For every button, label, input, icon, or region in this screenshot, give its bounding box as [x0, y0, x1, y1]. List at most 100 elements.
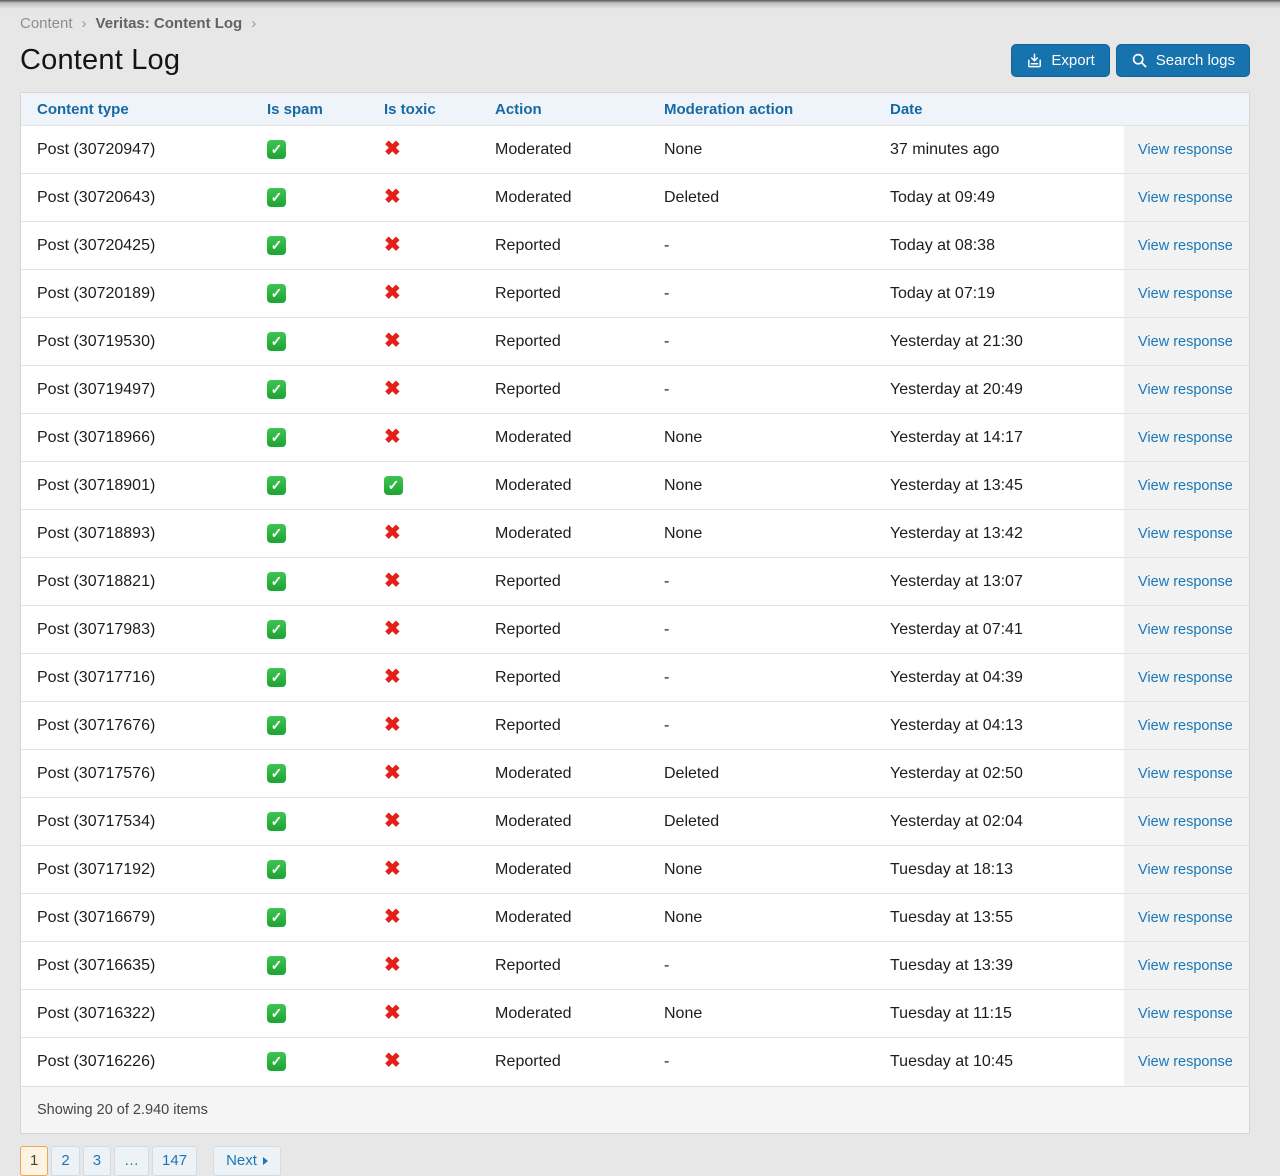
table-row: Post (30720189) ✓ ✖ Reported - Today at …	[21, 269, 1249, 318]
pagination-page-1[interactable]: 1	[20, 1145, 49, 1176]
download-tray-icon	[1026, 52, 1043, 69]
view-response-link[interactable]: View response	[1138, 429, 1233, 446]
view-response-cell: View response	[1124, 605, 1249, 654]
is-spam-cell: ✓	[251, 509, 368, 558]
check-icon: ✓	[267, 476, 286, 495]
table-row: Post (30718893) ✓ ✖ Moderated None Yeste…	[21, 509, 1249, 558]
export-button[interactable]: Export	[1011, 44, 1110, 77]
is-spam-cell: ✓	[251, 365, 368, 414]
action-cell: Moderated	[479, 893, 648, 942]
view-response-cell: View response	[1124, 749, 1249, 798]
table-row: Post (30717983) ✓ ✖ Reported - Yesterday…	[21, 605, 1249, 654]
moderation-action-cell: -	[648, 1037, 874, 1086]
date-cell: Yesterday at 13:45	[874, 461, 1124, 510]
table-row: Post (30719530) ✓ ✖ Reported - Yesterday…	[21, 317, 1249, 366]
cross-icon: ✖	[384, 1002, 401, 1024]
content-type-cell: Post (30720947)	[21, 125, 251, 174]
action-cell: Moderated	[479, 749, 648, 798]
search-icon	[1131, 52, 1148, 69]
view-response-link[interactable]: View response	[1138, 621, 1233, 638]
pagination-page-2[interactable]: 2	[51, 1145, 80, 1176]
cross-icon: ✖	[384, 618, 401, 640]
column-header-moderation-action[interactable]: Moderation action	[648, 93, 874, 126]
date-cell: Yesterday at 21:30	[874, 317, 1124, 366]
view-response-link[interactable]: View response	[1138, 1053, 1233, 1070]
table-row: Post (30717534) ✓ ✖ Moderated Deleted Ye…	[21, 797, 1249, 846]
cross-icon: ✖	[384, 282, 401, 304]
table-header-row: Content type Is spam Is toxic Action Moderat…	[21, 93, 1249, 126]
is-toxic-cell: ✖	[368, 845, 479, 894]
content-type-cell: Post (30716679)	[21, 893, 251, 942]
pagination: 1 2 3… 147 Next	[20, 1145, 1250, 1176]
page-title: Content Log	[20, 44, 181, 76]
breadcrumb-item-content[interactable]: Content	[20, 15, 73, 32]
view-response-link[interactable]: View response	[1138, 765, 1233, 782]
view-response-link[interactable]: View response	[1138, 381, 1233, 398]
moderation-action-cell: None	[648, 845, 874, 894]
view-response-link[interactable]: View response	[1138, 525, 1233, 542]
chevron-right-icon: ›	[251, 15, 257, 32]
view-response-cell: View response	[1124, 509, 1249, 558]
view-response-link[interactable]: View response	[1138, 813, 1233, 830]
is-toxic-cell: ✖	[368, 989, 479, 1038]
column-header-date[interactable]: Date	[874, 93, 1124, 126]
table-row: Post (30716322) ✓ ✖ Moderated None Tuesd…	[21, 989, 1249, 1038]
view-response-cell: View response	[1124, 173, 1249, 222]
view-response-cell: View response	[1124, 797, 1249, 846]
is-toxic-cell: ✖	[368, 269, 479, 318]
view-response-link[interactable]: View response	[1138, 717, 1233, 734]
search-logs-button[interactable]: Search logs	[1115, 44, 1250, 77]
view-response-link[interactable]: View response	[1138, 141, 1233, 158]
moderation-action-cell: None	[648, 125, 874, 174]
is-spam-cell: ✓	[251, 989, 368, 1038]
view-response-link[interactable]: View response	[1138, 333, 1233, 350]
view-response-link[interactable]: View response	[1138, 861, 1233, 878]
moderation-action-cell: -	[648, 941, 874, 990]
view-response-cell: View response	[1124, 845, 1249, 894]
breadcrumb-item-veritas-content-log[interactable]: Veritas: Content Log	[95, 15, 243, 32]
view-response-link[interactable]: View response	[1138, 189, 1233, 206]
view-response-link[interactable]: View response	[1138, 957, 1233, 974]
view-response-link[interactable]: View response	[1138, 285, 1233, 302]
view-response-link[interactable]: View response	[1138, 573, 1233, 590]
pagination-page-3[interactable]: 3	[82, 1145, 112, 1176]
view-response-link[interactable]: View response	[1138, 669, 1233, 686]
check-icon: ✓	[267, 284, 286, 303]
column-header-is-toxic[interactable]: Is toxic	[368, 93, 479, 126]
pagination-page-147[interactable]: 147	[152, 1145, 198, 1176]
table-row: Post (30718966) ✓ ✖ Moderated None Yeste…	[21, 413, 1249, 462]
cross-icon: ✖	[384, 138, 401, 160]
view-response-cell: View response	[1124, 461, 1249, 510]
moderation-action-cell: -	[648, 317, 874, 366]
is-spam-cell: ✓	[251, 941, 368, 990]
date-cell: Tuesday at 10:45	[874, 1037, 1124, 1086]
column-header-is-spam[interactable]: Is spam	[251, 93, 368, 126]
moderation-action-cell: Deleted	[648, 797, 874, 846]
table-row: Post (30720425) ✓ ✖ Reported - Today at …	[21, 221, 1249, 270]
content-type-cell: Post (30718901)	[21, 461, 251, 510]
view-response-link[interactable]: View response	[1138, 1005, 1233, 1022]
action-cell: Reported	[479, 701, 648, 750]
cross-icon: ✖	[384, 714, 401, 736]
check-icon: ✓	[267, 140, 286, 159]
date-cell: Yesterday at 04:13	[874, 701, 1124, 750]
content-type-cell: Post (30717534)	[21, 797, 251, 846]
cross-icon: ✖	[384, 186, 401, 208]
is-toxic-cell: ✖	[368, 365, 479, 414]
view-response-link[interactable]: View response	[1138, 909, 1233, 926]
column-header-content-type[interactable]: Content type	[21, 93, 251, 126]
column-header-action[interactable]: Action	[479, 93, 648, 126]
content-type-cell: Post (30720643)	[21, 173, 251, 222]
pagination-ellipsis[interactable]: …	[114, 1145, 150, 1176]
pagination-next-label: Next	[226, 1152, 257, 1169]
content-type-cell: Post (30718893)	[21, 509, 251, 558]
view-response-link[interactable]: View response	[1138, 237, 1233, 254]
is-toxic-cell: ✖	[368, 557, 479, 606]
view-response-link[interactable]: View response	[1138, 477, 1233, 494]
action-cell: Moderated	[479, 845, 648, 894]
moderation-action-cell: None	[648, 989, 874, 1038]
is-spam-cell: ✓	[251, 413, 368, 462]
content-type-cell: Post (30718966)	[21, 413, 251, 462]
view-response-cell: View response	[1124, 317, 1249, 366]
pagination-next-button[interactable]: Next	[213, 1145, 281, 1176]
